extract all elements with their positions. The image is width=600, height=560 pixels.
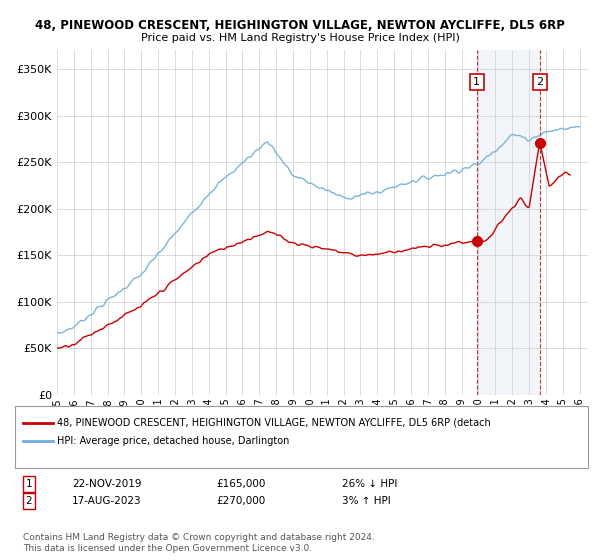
Text: 48, PINEWOOD CRESCENT, HEIGHINGTON VILLAGE, NEWTON AYCLIFFE, DL5 6RP: 48, PINEWOOD CRESCENT, HEIGHINGTON VILLA… — [35, 18, 565, 32]
Text: 1: 1 — [25, 479, 32, 489]
Text: £165,000: £165,000 — [216, 479, 265, 489]
Bar — [477, 50, 539, 395]
Text: HPI: Average price, detached house, Darlington: HPI: Average price, detached house, Darl… — [57, 436, 289, 446]
Text: 17-AUG-2023: 17-AUG-2023 — [72, 496, 142, 506]
Text: 2: 2 — [25, 496, 32, 506]
Text: 3% ↑ HPI: 3% ↑ HPI — [342, 496, 391, 506]
Text: 26% ↓ HPI: 26% ↓ HPI — [342, 479, 397, 489]
Text: 48, PINEWOOD CRESCENT, HEIGHINGTON VILLAGE, NEWTON AYCLIFFE, DL5 6RP (detach: 48, PINEWOOD CRESCENT, HEIGHINGTON VILLA… — [57, 418, 491, 428]
Text: Contains HM Land Registry data © Crown copyright and database right 2024.
This d: Contains HM Land Registry data © Crown c… — [23, 533, 374, 553]
Text: £270,000: £270,000 — [216, 496, 265, 506]
Text: Price paid vs. HM Land Registry's House Price Index (HPI): Price paid vs. HM Land Registry's House … — [140, 32, 460, 43]
Text: 1: 1 — [473, 77, 480, 87]
Text: 2: 2 — [536, 77, 543, 87]
Text: 22-NOV-2019: 22-NOV-2019 — [72, 479, 142, 489]
